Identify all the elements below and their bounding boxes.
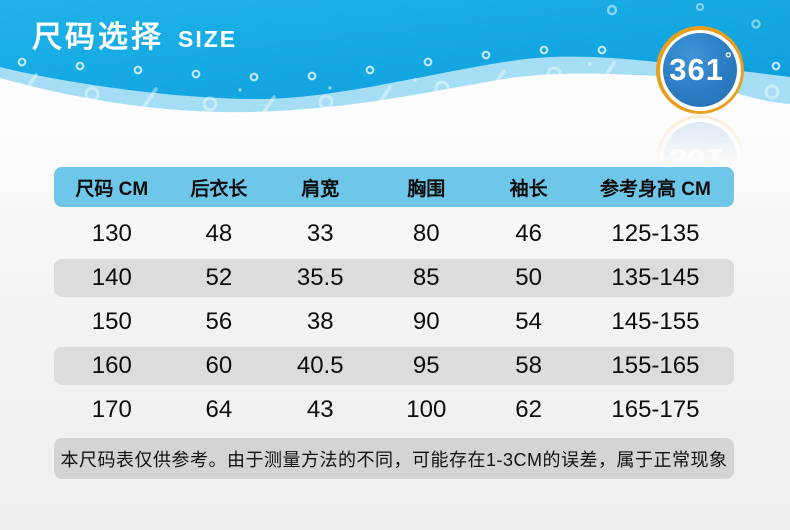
column-header-height: 参考身高 CM xyxy=(600,178,711,200)
logo-blue-circle: 361 ° xyxy=(663,33,737,107)
table-cell: 170 xyxy=(91,396,132,423)
table-cell: 50 xyxy=(515,264,542,291)
page-title: 尺码选择 SIZE xyxy=(32,12,237,56)
table-cell: 85 xyxy=(412,264,440,291)
table-cell: 33 xyxy=(306,220,334,247)
table-cell: 56 xyxy=(205,308,233,335)
table-cell: 160 xyxy=(91,352,132,379)
table-cell: 90 xyxy=(412,308,440,335)
table-cell: 145-155 xyxy=(611,308,700,335)
table-row: 140 52 35.5 85 50 135-145 xyxy=(54,259,734,297)
column-header-chest: 胸围 xyxy=(407,178,446,200)
column-header-back-length: 后衣长 xyxy=(190,178,248,200)
table-row: 130 48 33 80 46 125-135 xyxy=(54,215,734,253)
logo-number: 361 xyxy=(669,52,724,87)
table-cell: 165-175 xyxy=(611,396,700,423)
table-cell: 48 xyxy=(205,220,233,247)
table-row: 160 60 40.5 95 58 155-165 xyxy=(54,347,734,385)
table-cell: 58 xyxy=(515,352,542,379)
column-header-sleeve: 袖长 xyxy=(509,178,548,200)
table-cell: 80 xyxy=(412,220,440,247)
table-cell: 62 xyxy=(515,396,542,423)
logo-white-ring: 361 ° xyxy=(659,29,741,111)
snow-pattern-dots xyxy=(53,62,592,102)
table-cell: 52 xyxy=(205,264,233,291)
table-cell: 95 xyxy=(412,352,440,379)
wave-banner-cyan xyxy=(0,0,790,99)
banner-wave-decoration xyxy=(0,0,790,117)
page-title-english: SIZE xyxy=(178,26,238,52)
table-cell: 100 xyxy=(406,396,447,423)
table-cell: 38 xyxy=(306,308,334,335)
disclaimer-note: 本尺码表仅供参考。由于测量方法的不同，可能存在1-3CM的误差，属于正常现象 xyxy=(54,438,734,479)
table-row: 170 64 43 100 62 165-175 xyxy=(54,391,734,429)
table-cell: 40.5 xyxy=(296,352,344,379)
column-header-shoulder: 肩宽 xyxy=(301,178,340,200)
size-table: 尺码 CM 后衣长 肩宽 胸围 袖长 参考身高 CM 130 48 33 80 … xyxy=(54,167,734,435)
snow-pattern-rings xyxy=(17,3,781,112)
table-cell: 155-165 xyxy=(611,352,700,379)
brand-logo-361: 361 ° xyxy=(656,26,744,114)
page-title-chinese: 尺码选择 xyxy=(32,21,164,54)
disclaimer-text: 本尺码表仅供参考。由于测量方法的不同，可能存在1-3CM的误差，属于正常现象 xyxy=(60,449,728,470)
table-cell: 64 xyxy=(205,396,233,423)
table-cell: 140 xyxy=(91,264,132,291)
table-cell: 35.5 xyxy=(296,264,344,291)
table-header-row: 尺码 CM 后衣长 肩宽 胸围 袖长 参考身高 CM xyxy=(54,167,734,207)
column-header-size: 尺码 CM xyxy=(75,178,149,200)
table-cell: 60 xyxy=(205,352,233,379)
table-cell: 130 xyxy=(91,220,132,247)
table-cell: 43 xyxy=(306,396,334,423)
table-cell: 135-145 xyxy=(611,264,700,291)
table-row: 150 56 38 90 54 145-155 xyxy=(54,303,734,341)
logo-degree-icon: ° xyxy=(724,49,732,68)
table-cell: 46 xyxy=(515,220,542,247)
table-cell: 54 xyxy=(515,308,542,335)
table-cell: 150 xyxy=(91,308,132,335)
table-cell: 125-135 xyxy=(611,220,700,247)
